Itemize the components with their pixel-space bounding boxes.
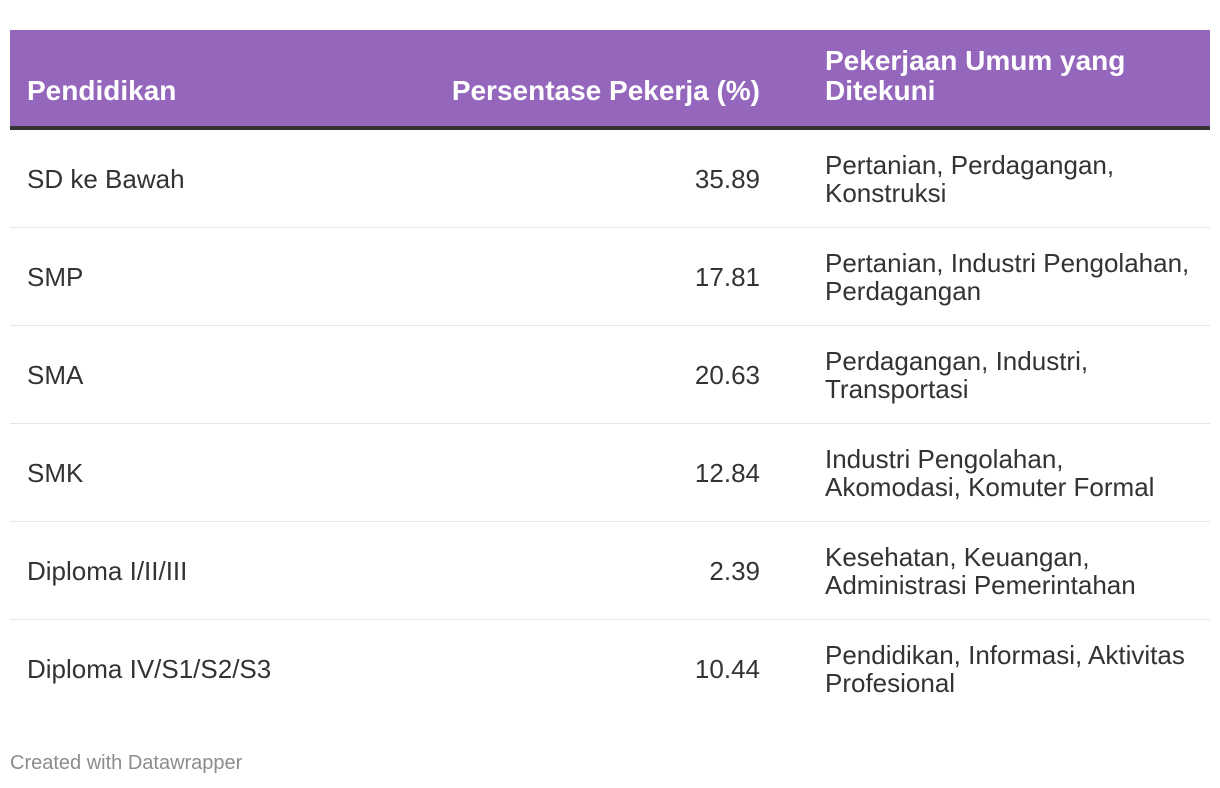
cell-pekerjaan: Pertanian, Industri Pengolahan, Perdagan… [825,247,1190,306]
cell-persentase: 12.84 [694,457,760,488]
cell-pekerjaan: Pendidikan, Informasi, Aktivitas Profesi… [825,639,1185,698]
cell-pekerjaan: Pertanian, Perdagangan, Konstruksi [825,149,1115,208]
cell-pendidikan: SMP [27,261,84,292]
table-row: SMA 20.63 Perdagangan, Industri, Transpo… [10,326,1210,424]
cell-persentase: 10.44 [694,653,760,684]
cell-persentase: 2.39 [709,555,760,586]
cell-pekerjaan: Industri Pengolahan, Akomodasi, Komuter … [825,443,1155,502]
table-row: SMP 17.81 Pertanian, Industri Pengolahan… [10,228,1210,326]
table-row: Diploma I/II/III 2.39 Kesehatan, Keuanga… [10,522,1210,620]
table-header: Pendidikan Persentase Pekerja (%) Pekerj… [10,30,1210,130]
cell-pendidikan: Diploma I/II/III [27,555,188,586]
cell-pendidikan: SMA [27,359,84,390]
cell-pekerjaan: Perdagangan, Industri, Transportasi [825,345,1089,404]
cell-pendidikan: SMK [27,457,84,488]
cell-pekerjaan: Kesehatan, Keuangan, Administrasi Pemeri… [825,541,1136,600]
table-row: Diploma IV/S1/S2/S3 10.44 Pendidikan, In… [10,620,1210,717]
cell-persentase: 17.81 [694,261,760,292]
table-row: SMK 12.84 Industri Pengolahan, Akomodasi… [10,424,1210,522]
header-pendidikan[interactable]: Pendidikan [27,75,177,106]
footer-credit[interactable]: Created with Datawrapper [10,752,243,774]
cell-pendidikan: Diploma IV/S1/S2/S3 [27,653,272,684]
table-row: SD ke Bawah 35.89 Pertanian, Perdagangan… [10,130,1210,228]
header-persentase[interactable]: Persentase Pekerja (%) [451,75,760,106]
cell-persentase: 35.89 [694,163,760,194]
cell-persentase: 20.63 [694,359,760,390]
cell-pendidikan: SD ke Bawah [27,163,185,194]
header-pekerjaan[interactable]: Pekerjaan Umum yang Ditekuni [825,45,1126,106]
data-table: Pendidikan Persentase Pekerja (%) Pekerj… [10,30,1210,717]
